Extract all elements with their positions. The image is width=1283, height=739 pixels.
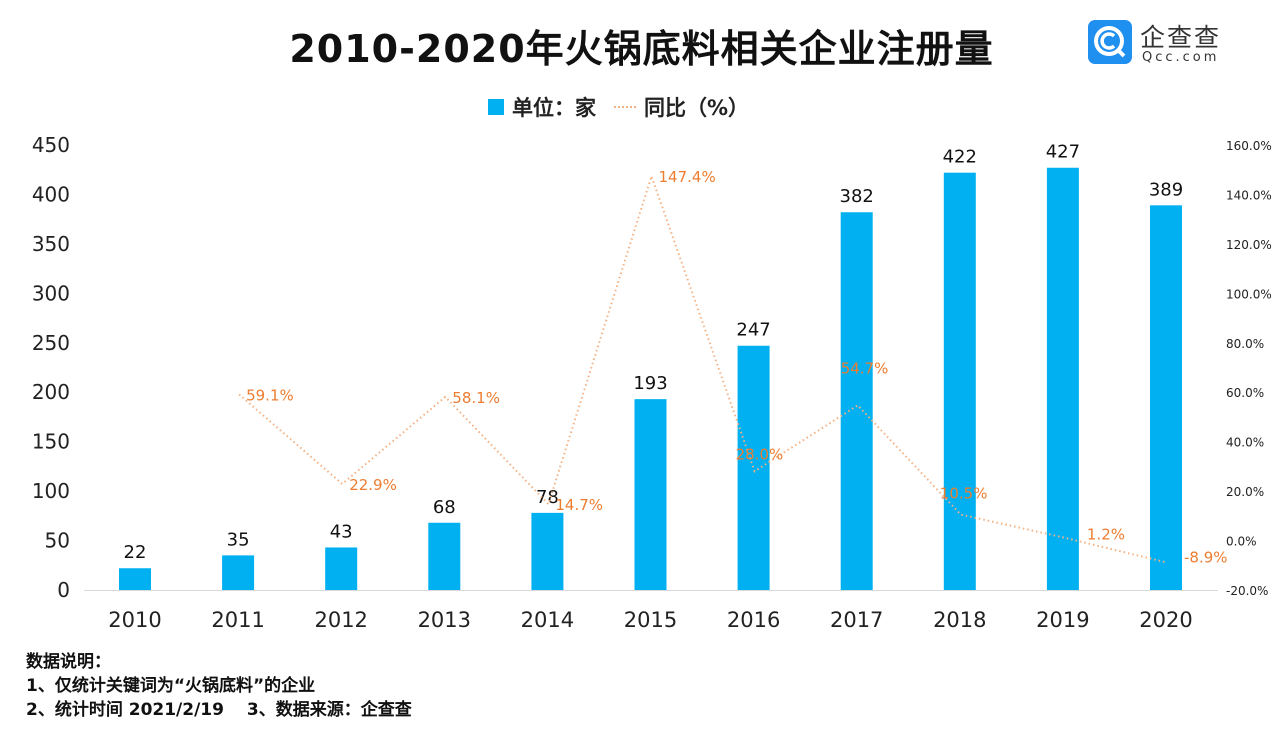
line-data-label: 14.7% (555, 496, 603, 514)
line-data-label: 147.4% (659, 168, 716, 186)
x-tick-label: 2018 (933, 608, 986, 632)
left-tick-label: 0 (57, 578, 70, 602)
right-tick-label: 140.0% (1226, 188, 1272, 202)
line-data-label: 54.7% (841, 359, 889, 377)
bar (222, 555, 255, 590)
right-tick-label: 100.0% (1226, 287, 1272, 301)
x-tick-label: 2019 (1036, 608, 1089, 632)
left-tick-label: 50 (45, 529, 70, 553)
right-tick-label: 0.0% (1226, 535, 1257, 549)
left-tick-label: 400 (32, 182, 70, 206)
line-data-label: 22.9% (349, 476, 397, 494)
bar-data-label: 35 (227, 529, 250, 550)
x-tick-label: 2011 (211, 608, 264, 632)
data-notes: 数据说明： 1、仅统计关键词为“火锅底料”的企业 2、统计时间 2021/2/1… (26, 650, 412, 722)
bar (1150, 205, 1182, 591)
bar-data-label: 389 (1149, 179, 1183, 200)
legend-line-label: 同比（%） (644, 96, 750, 120)
x-tick-label: 2020 (1139, 608, 1192, 632)
qcc-logo-icon (1088, 20, 1132, 64)
line-data-label: 10.5% (940, 485, 988, 503)
bar-data-label: 422 (943, 147, 977, 168)
line-data-label: 1.2% (1087, 526, 1125, 544)
bar (943, 172, 976, 590)
left-tick-label: 350 (32, 232, 70, 256)
bar (634, 399, 667, 590)
bar-data-label: 247 (736, 320, 770, 341)
line-data-label: 59.1% (246, 386, 294, 404)
left-tick-label: 200 (32, 380, 70, 404)
bar-data-label: 382 (840, 186, 874, 207)
chart-title: 2010-2020年火锅底料相关企业注册量 (289, 27, 994, 71)
x-tick-label: 2017 (830, 608, 883, 632)
bar-data-label: 193 (633, 373, 667, 394)
notes-line-2: 2、统计时间 2021/2/19 3、数据来源：企查查 (26, 700, 412, 720)
x-tick-label: 2010 (108, 608, 161, 632)
logo-text-en: Qcc.com (1142, 50, 1220, 65)
left-tick-label: 300 (32, 281, 70, 305)
logo-text-cn: 企查查 (1140, 23, 1222, 52)
x-tick-label: 2012 (314, 608, 367, 632)
right-tick-label: -20.0% (1226, 584, 1268, 598)
bar-data-label: 68 (433, 497, 456, 518)
right-tick-label: 40.0% (1226, 436, 1264, 450)
left-tick-label: 250 (32, 331, 70, 355)
bar (531, 512, 564, 590)
qcc-logo: 企查查 Qcc.com (1088, 20, 1278, 68)
notes-heading: 数据说明： (26, 652, 111, 672)
legend-line-swatch (614, 106, 636, 108)
bar (325, 547, 358, 590)
bar-data-label: 427 (1046, 142, 1080, 163)
left-tick-label: 450 (32, 133, 70, 157)
bar (737, 345, 770, 590)
right-tick-label: 60.0% (1226, 386, 1264, 400)
yoy-line (238, 172, 1168, 564)
bar-data-label: 22 (124, 542, 147, 563)
right-tick-label: 120.0% (1226, 238, 1272, 252)
line-data-label: 28.0% (736, 445, 784, 463)
line-data-label: 58.1% (452, 389, 500, 407)
right-tick-label: 20.0% (1226, 485, 1264, 499)
x-tick-label: 2016 (727, 608, 780, 632)
legend-bar-label: 单位：家 (512, 96, 596, 120)
bar (1046, 167, 1079, 590)
x-tick-label: 2013 (418, 608, 471, 632)
bar (840, 212, 873, 590)
notes-line-1: 1、仅统计关键词为“火锅底料”的企业 (26, 676, 316, 696)
left-tick-label: 150 (32, 430, 70, 454)
bar (428, 522, 461, 590)
line-data-label: -8.9% (1184, 549, 1228, 567)
x-tick-label: 2015 (624, 608, 677, 632)
right-tick-label: 80.0% (1226, 337, 1264, 351)
bar (119, 568, 151, 590)
legend: 单位：家 同比（%） (488, 92, 749, 122)
legend-bar-swatch (488, 99, 504, 115)
right-tick-label: 160.0% (1226, 139, 1272, 153)
left-tick-label: 100 (32, 479, 70, 503)
bar-data-label: 43 (330, 521, 353, 542)
x-tick-label: 2014 (521, 608, 574, 632)
